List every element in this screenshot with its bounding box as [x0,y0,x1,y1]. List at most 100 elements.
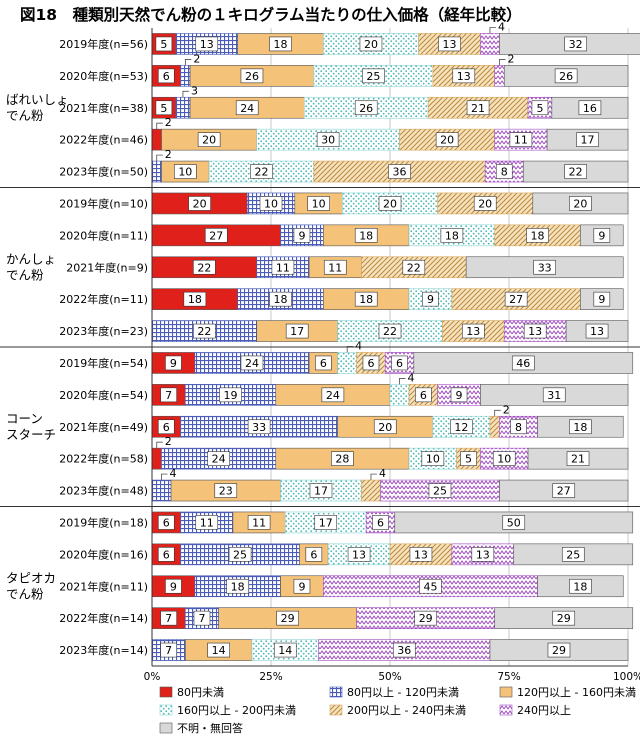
bar-segment [337,352,357,374]
data-label-box [461,323,485,339]
data-label-box [247,419,271,435]
data-label-box [415,387,432,403]
data-label: 2 [193,52,200,65]
data-label-box [155,36,173,52]
data-label-box [533,259,557,275]
bar-segment [151,479,172,502]
data-label: 29 [281,612,295,625]
data-label: 2 [165,435,172,448]
data-label: 9 [170,580,177,593]
data-label: 18 [531,229,545,242]
data-label-box [316,132,340,147]
data-label-box [531,100,549,116]
data-label: 18 [573,580,587,593]
data-label: 13 [352,548,366,561]
data-label-box [523,323,547,339]
data-label: 27 [509,293,523,306]
data-label: 7 [165,644,172,657]
data-label: 31 [547,389,561,402]
data-label: 27 [209,229,223,242]
row-label: 2022年度(n=58) [59,452,148,466]
row-label: 2020年度(n=16) [59,547,148,561]
data-label-box [511,355,535,371]
legend-swatch [329,704,343,716]
data-label: 13 [476,548,490,561]
row-label: 2020年度(n=54) [59,388,148,402]
data-label-box [414,610,438,626]
group-label: かんしょ [6,251,56,266]
data-label: 13 [466,325,480,338]
data-label-box [197,132,221,147]
bar-segment [480,33,500,55]
data-label: 8 [515,421,522,434]
data-label: 22 [197,325,211,338]
data-label-leader [182,90,189,98]
data-label: 9 [298,580,305,593]
row-label: 2022年度(n=14) [59,611,148,625]
data-label: 24 [212,453,226,466]
data-label-box [504,291,528,307]
bar-segment [180,65,191,87]
data-label-box [195,36,219,52]
data-label: 13 [443,38,457,51]
bar-segment [389,384,410,406]
data-label-box [569,578,592,594]
data-label-box [160,610,177,626]
row-label: 2019年度(n=56) [59,37,148,51]
data-label: 6 [320,357,327,370]
data-label: 12 [454,421,468,434]
data-label: 11 [514,134,528,147]
data-label: 2 [165,148,172,161]
data-label-leader [370,473,377,481]
data-label-box [391,355,408,371]
row-label: 2020年度(n=11) [59,228,148,242]
data-label-box [240,355,264,371]
data-label-box [219,387,242,403]
data-label-box [576,132,599,147]
data-label-box [354,291,378,307]
data-label-box [157,68,175,84]
data-label: 18 [274,38,288,51]
data-label-box [314,515,338,530]
data-label: 25 [233,548,247,561]
data-label-box [492,451,516,466]
data-label-box [593,228,611,243]
data-label-box [160,642,177,658]
data-label: 3 [191,84,198,97]
data-label: 9 [170,357,177,370]
data-label: 10 [178,166,192,179]
data-label-box [502,515,526,530]
data-label: 29 [557,612,571,625]
data-label-box [195,515,219,530]
data-label: 4 [170,467,177,480]
row-label: 2019年度(n=18) [59,515,148,529]
data-label-leader [494,409,501,417]
row-label: 2021年度(n=49) [59,420,148,434]
row-label: 2019年度(n=54) [59,356,148,370]
row-label: 2021年度(n=11) [59,579,148,593]
data-label-box [526,228,549,243]
data-label: 9 [456,389,463,402]
data-label: 22 [407,261,421,274]
data-label: 20 [383,197,397,210]
legend-label: 80円未満 [177,686,224,699]
data-label-box [509,132,533,147]
data-label: 6 [367,357,374,370]
bar-segment [361,479,381,502]
row-label: 2023年度(n=23) [59,324,148,338]
data-label-leader [156,154,163,162]
chart-title: 図18 種類別天然でん粉の１キログラム当たりの仕入価格（経年比較） [20,5,522,24]
data-label: 6 [163,516,170,529]
data-label-box [305,547,323,562]
data-label: 9 [427,293,434,306]
data-label: 18 [573,421,587,434]
data-label-box [309,483,333,498]
data-label: 13 [590,325,604,338]
data-label-box [373,419,397,435]
data-label: 2 [503,403,510,416]
data-label-leader [184,59,192,66]
data-label-box [235,100,259,116]
data-label-box [450,387,468,403]
data-label-box [250,164,273,179]
